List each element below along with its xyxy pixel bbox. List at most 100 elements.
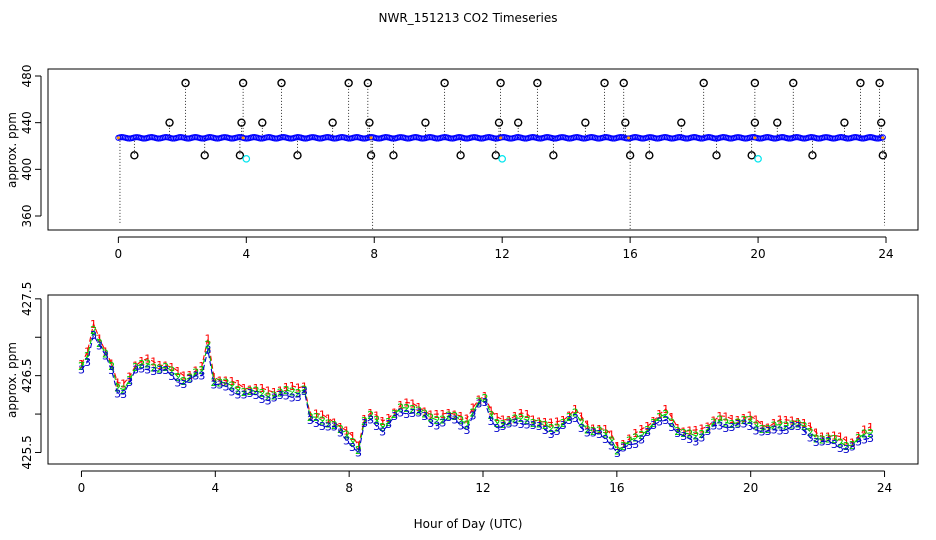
x-tick-label: 8: [345, 481, 353, 495]
series-point-1: 1: [801, 417, 808, 430]
series-point-3: 3: [355, 447, 362, 460]
series-point-2: 2: [753, 419, 760, 432]
series-point-3: 3: [367, 413, 374, 426]
series-point-3: 3: [831, 438, 838, 451]
series-point-1: 1: [789, 415, 796, 428]
series-point-3: 3: [644, 426, 651, 439]
calibration-point: [116, 136, 120, 140]
series-point-3: 3: [108, 364, 115, 377]
series-point-1: 1: [722, 410, 729, 423]
outlier-point: [621, 118, 630, 127]
series-point-2: 2: [162, 361, 169, 374]
series-point-3: 3: [132, 363, 139, 376]
series-point-1: 1: [439, 408, 446, 421]
series-point-2: 2: [638, 429, 645, 442]
series-point-1: 1: [584, 418, 591, 431]
series-line-2: [81, 328, 871, 452]
series-point-3: 3: [319, 420, 326, 433]
series-point-1: 1: [638, 423, 645, 436]
series-point-2: 2: [590, 425, 597, 438]
series-point-2: 2: [114, 382, 121, 395]
series-point-1: 1: [198, 360, 205, 373]
outlier-point: [363, 78, 373, 88]
series-point-3: 3: [512, 417, 519, 430]
series-point-2: 2: [831, 433, 838, 446]
series-point-2: 2: [566, 411, 573, 424]
series-point-2: 2: [409, 403, 416, 416]
series-point-3: 3: [753, 424, 760, 437]
series-point-2: 2: [686, 428, 693, 441]
series-point-1: 1: [849, 436, 856, 449]
series-point-1: 1: [421, 406, 428, 419]
series-point-1: 1: [554, 416, 561, 429]
series-point-2: 2: [789, 418, 796, 431]
series-point-3: 3: [554, 425, 561, 438]
series-point-2: 2: [747, 414, 754, 427]
series-point-2: 2: [542, 419, 549, 432]
series-point-2: 2: [494, 417, 501, 430]
series-point-1: 1: [397, 399, 404, 412]
series-point-2: 2: [289, 385, 296, 398]
series-point-2: 2: [241, 386, 248, 399]
outlier-point: [747, 151, 756, 160]
series-point-2: 2: [668, 417, 675, 430]
series-point-1: 1: [777, 414, 784, 427]
outlier-point: [365, 118, 374, 127]
series-point-2: 2: [855, 432, 862, 445]
series-point-3: 3: [241, 388, 248, 401]
series-point-3: 3: [439, 417, 446, 430]
series-point-1: 1: [168, 361, 175, 374]
series-point-1: 1: [307, 409, 314, 422]
series-point-2: 2: [722, 416, 729, 429]
series-point-3: 3: [626, 439, 633, 452]
y-tick-label: 400: [20, 158, 34, 181]
series-point-2: 2: [741, 414, 748, 427]
series-point-3: 3: [433, 420, 440, 433]
cyan-point: [754, 155, 762, 163]
series-point-3: 3: [518, 418, 525, 431]
series-point-3: 3: [849, 441, 856, 454]
series-point-2: 2: [210, 376, 217, 389]
series-point-3: 3: [536, 420, 543, 433]
series-point-2: 2: [475, 396, 482, 409]
outlier-point: [494, 118, 504, 127]
outlier-point: [200, 151, 209, 160]
outlier-point: [513, 118, 523, 127]
series-point-2: 2: [337, 423, 344, 436]
outlier-point: [875, 78, 884, 88]
series-point-1: 1: [295, 382, 302, 395]
series-point-1: 1: [578, 410, 585, 423]
series-point-1: 1: [229, 375, 236, 388]
outlier-point: [533, 78, 542, 88]
series-point-2: 2: [295, 387, 302, 400]
x-tick-label: 24: [878, 247, 893, 261]
series-point-3: 3: [698, 431, 705, 444]
x-tick-label: 16: [622, 247, 637, 261]
series-point-3: 3: [162, 364, 169, 377]
x-tick-label: 4: [211, 481, 219, 495]
series-point-2: 2: [602, 427, 609, 440]
series-point-3: 3: [198, 370, 205, 383]
series-point-1: 1: [451, 408, 458, 421]
series-point-2: 2: [795, 418, 802, 431]
series-point-3: 3: [494, 422, 501, 435]
calibration-point: [499, 136, 503, 140]
series-point-3: 3: [783, 424, 790, 437]
series-point-2: 2: [277, 386, 284, 399]
y-tick-label: 425.5: [20, 435, 34, 469]
series-point-3: 3: [837, 442, 844, 455]
series-point-2: 2: [421, 407, 428, 420]
series-point-1: 1: [337, 421, 344, 434]
x-tick-label: 24: [877, 481, 892, 495]
series-point-3: 3: [415, 406, 422, 419]
series-point-3: 3: [771, 424, 778, 437]
series-point-1: 1: [530, 413, 537, 426]
series-point-3: 3: [168, 370, 175, 383]
series-point-2: 2: [825, 432, 832, 445]
series-point-2: 2: [355, 444, 362, 457]
series-point-3: 3: [548, 428, 555, 441]
series-point-1: 1: [813, 427, 820, 440]
calibration-point: [627, 136, 631, 140]
